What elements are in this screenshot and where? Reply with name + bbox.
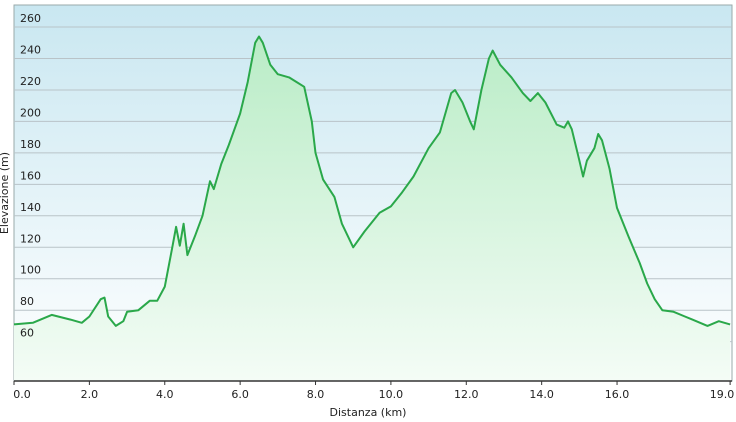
x-tick-label: 12.0 [454, 388, 479, 401]
x-tick-label: 2.0 [81, 388, 99, 401]
y-tick-label: 240 [20, 43, 41, 56]
y-tick-label: 180 [20, 138, 41, 151]
y-axis-label: Elevazione (m) [0, 152, 11, 234]
x-tick-label: 6.0 [231, 388, 249, 401]
x-tick-label: 8.0 [307, 388, 325, 401]
y-tick-label: 60 [20, 327, 34, 340]
x-tick-label: 0.0 [13, 388, 31, 401]
elevation-line [13, 35, 731, 327]
y-tick-label: 160 [20, 169, 41, 182]
x-axis-label: Distanza (km) [330, 406, 407, 419]
x-tick-label: 4.0 [156, 388, 174, 401]
y-tick-label: 120 [20, 232, 41, 245]
x-tick-label: 19.0 [710, 388, 735, 401]
y-tick-label: 220 [20, 75, 41, 88]
y-tick-label: 260 [20, 12, 41, 25]
x-tick-label: 10.0 [379, 388, 404, 401]
x-tick-label: 16.0 [605, 388, 630, 401]
y-tick-label: 100 [20, 264, 41, 277]
x-tick-label: 14.0 [529, 388, 554, 401]
y-tick-label: 80 [20, 295, 34, 308]
y-tick-label: 200 [20, 106, 41, 119]
elevation-area [14, 36, 731, 381]
y-tick-label: 140 [20, 201, 41, 214]
